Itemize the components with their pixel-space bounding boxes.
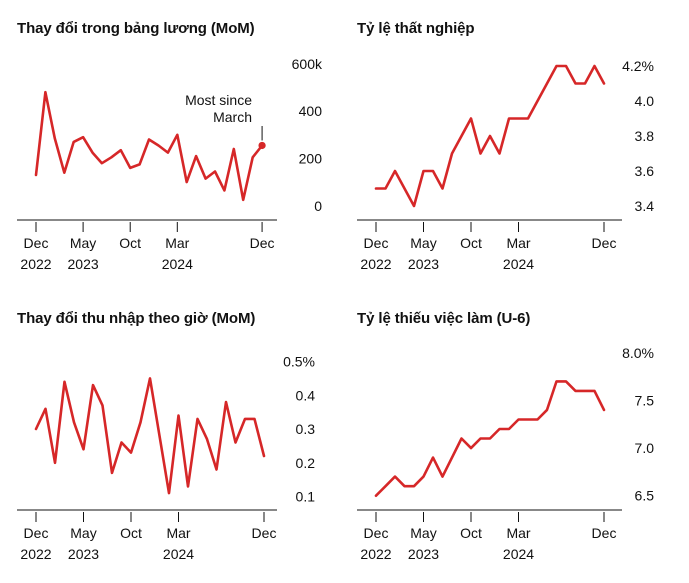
x-tick-label: Oct — [460, 235, 482, 251]
panel-payrolls: Thay đổi trong bảng lương (MoM) 600k 400 2… — [0, 0, 345, 290]
x-tick-label: Dec — [364, 235, 389, 251]
chart-title: Thay đổi trong bảng lương (MoM) — [17, 20, 255, 37]
y-tick-label: 3.8 — [635, 128, 655, 144]
x-tick-label: Dec — [24, 525, 49, 541]
y-tick-label: 7.5 — [635, 392, 655, 408]
x-tick-label: Oct — [120, 525, 142, 541]
x-tick-year-label: 2022 — [360, 256, 391, 272]
series-line — [374, 64, 606, 208]
y-tick-label: 7.0 — [635, 440, 655, 456]
panel-unemployment: Tỷ lệ thất nghiệp 4.2% 4.0 3.8 3.6 3.4 Dec 202… — [344, 0, 689, 290]
x-tick-year-label: 2023 — [408, 546, 439, 562]
x-tick-label: May — [70, 235, 96, 251]
x-tick-label: Oct — [460, 525, 482, 541]
x-tick-label: Oct — [119, 235, 141, 251]
x-tick-year-label: 2023 — [408, 256, 439, 272]
y-tick-label: 6.5 — [635, 488, 655, 504]
x-tick-label: May — [410, 525, 436, 541]
x-tick-label: Dec — [250, 235, 275, 251]
series-line — [374, 380, 606, 497]
y-tick-label: 4.2% — [622, 58, 654, 74]
x-tick-label: Mar — [506, 525, 530, 541]
x-tick-year-label: 2022 — [20, 256, 51, 272]
x-tick-label: Dec — [252, 525, 277, 541]
x-tick-year-label: 2023 — [68, 256, 99, 272]
y-tick-label: 8.0% — [622, 345, 654, 361]
x-tick-year-label: 2024 — [503, 546, 534, 562]
x-tick-label: Dec — [364, 525, 389, 541]
y-tick-label: 200 — [299, 150, 323, 166]
annotation-text-line1: Most since — [185, 92, 252, 108]
x-tick-label: May — [410, 235, 436, 251]
y-tick-label: 0.4 — [296, 387, 316, 403]
x-tick-year-label: 2024 — [163, 546, 194, 562]
y-tick-label: 400 — [299, 103, 323, 119]
y-tick-label: 0.1 — [296, 489, 316, 505]
x-tick-year-label: 2022 — [360, 546, 391, 562]
x-tick-label: May — [70, 525, 96, 541]
x-tick-label: Dec — [592, 235, 617, 251]
y-tick-label: 0.3 — [296, 421, 316, 437]
x-tick-year-label: 2024 — [503, 256, 534, 272]
hourly-earnings-chart: 0.5% 0.4 0.3 0.2 0.1 Dec 2022 May 2023 Oct Mar 2024… — [17, 354, 316, 562]
series-line — [34, 377, 266, 495]
y-tick-label: 0.5% — [283, 354, 315, 370]
y-tick-label: 0.2 — [296, 455, 316, 471]
payrolls-chart: 600k 400 200 0 Dec 2022 May 2023 Oct Mar 2024 Dec Mo… — [17, 56, 323, 272]
x-tick-year-label: 2022 — [20, 546, 51, 562]
x-tick-year-label: 2023 — [68, 546, 99, 562]
x-tick-label: Mar — [165, 235, 189, 251]
annotation-text-line2: March — [213, 109, 252, 125]
unemployment-chart: 4.2% 4.0 3.8 3.6 3.4 Dec 2022 May 2023 Oct Mar 2024… — [357, 58, 655, 272]
chart-title: Thay đổi thu nhập theo giờ (MoM) — [17, 310, 256, 327]
y-tick-label: 3.6 — [635, 163, 655, 179]
y-tick-label: 600k — [292, 56, 323, 72]
x-tick-label: Mar — [506, 235, 530, 251]
underemployment-chart: 8.0% 7.5 7.0 6.5 Dec 2022 May 2023 Oct Mar 2024 Dec — [357, 345, 655, 562]
x-tick-label: Dec — [592, 525, 617, 541]
annotation-point — [258, 141, 266, 150]
panel-hourly-earnings: Thay đổi thu nhập theo giờ (MoM) 0.5% 0.4… — [0, 290, 345, 583]
panel-underemployment: Tỷ lệ thiếu việc làm (U-6) 8.0% 7.5 7.0 6.5… — [344, 290, 689, 583]
y-tick-label: 0 — [314, 198, 322, 214]
x-tick-label: Dec — [24, 235, 49, 251]
y-tick-label: 4.0 — [635, 93, 655, 109]
y-tick-label: 3.4 — [635, 198, 655, 214]
x-tick-label: Mar — [166, 525, 190, 541]
series-line — [34, 90, 264, 202]
chart-title: Tỷ lệ thiếu việc làm (U-6) — [357, 310, 531, 327]
x-tick-year-label: 2024 — [162, 256, 193, 272]
chart-title: Tỷ lệ thất nghiệp — [357, 20, 475, 37]
